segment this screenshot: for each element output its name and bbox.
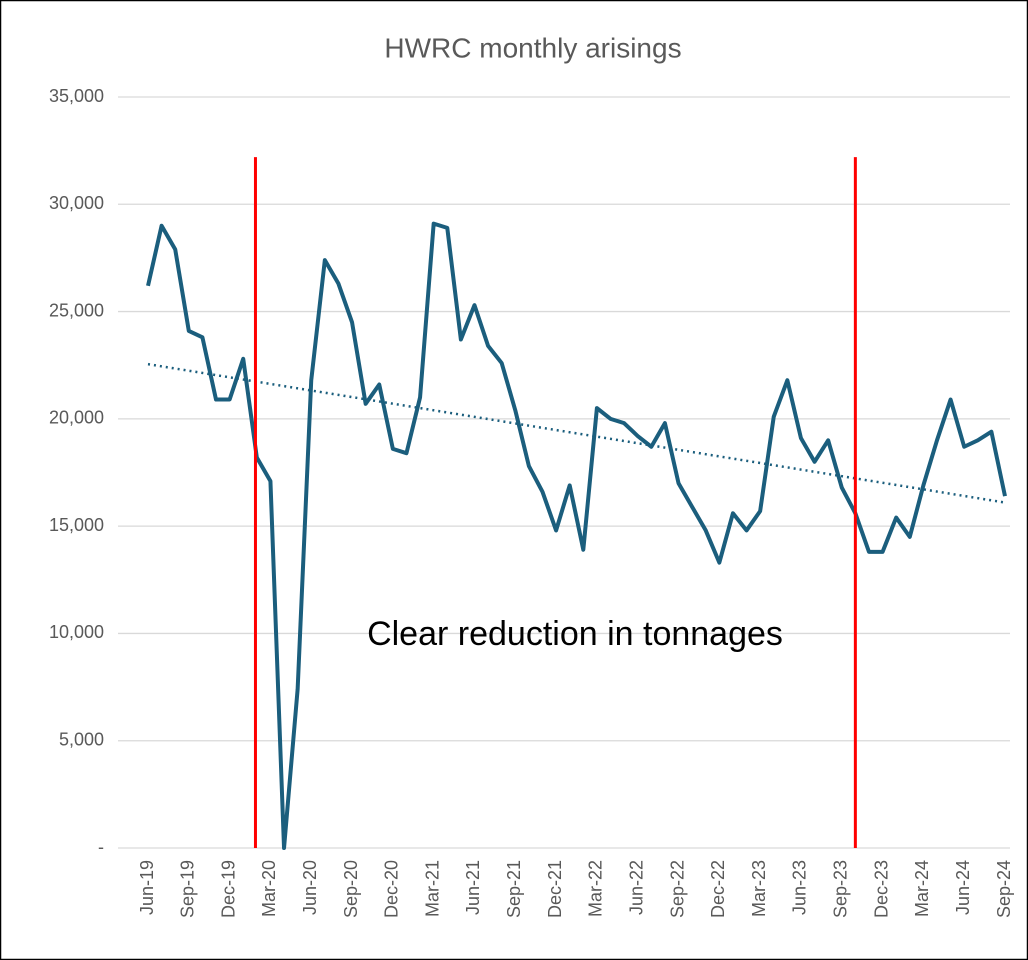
y-tick-label: 15,000 — [49, 515, 104, 535]
y-tick-label: 30,000 — [49, 193, 104, 213]
x-tick-label: Jun-19 — [137, 860, 157, 915]
y-tick-label: - — [98, 837, 104, 857]
x-tick-label: Sep-21 — [504, 860, 524, 918]
x-tick-label: Jun-21 — [463, 860, 483, 915]
y-tick-label: 10,000 — [49, 622, 104, 642]
x-tick-label: Jun-23 — [790, 860, 810, 915]
x-tick-label: Dec-20 — [382, 860, 402, 918]
x-tick-label: Dec-19 — [218, 860, 238, 918]
x-tick-label: Mar-24 — [912, 860, 932, 917]
x-tick-label: Sep-19 — [178, 860, 198, 918]
x-tick-label: Jun-22 — [626, 860, 646, 915]
x-tick-label: Mar-21 — [422, 860, 442, 917]
y-tick-label: 5,000 — [59, 729, 104, 749]
x-tick-label: Sep-23 — [831, 860, 851, 918]
x-tick-label: Mar-22 — [586, 860, 606, 917]
y-tick-label: 35,000 — [49, 86, 104, 106]
x-tick-label: Dec-22 — [708, 860, 728, 918]
data-line — [146, 221, 1007, 850]
x-tick-label: Dec-23 — [871, 860, 891, 918]
y-tick-label: 20,000 — [49, 408, 104, 428]
trendline — [147, 362, 1006, 504]
x-tick-label: Jun-20 — [300, 860, 320, 915]
x-tick-label: Mar-23 — [749, 860, 769, 917]
annotation: Clear reduction in tonnages — [367, 615, 783, 653]
x-tick-label: Sep-24 — [994, 860, 1014, 918]
y-tick-label: 25,000 — [49, 300, 104, 320]
x-tick-label: Jun-24 — [953, 860, 973, 915]
chart-title: HWRC monthly arisings — [384, 32, 681, 63]
x-tick-label: Sep-22 — [667, 860, 687, 918]
x-tick-label: Sep-20 — [341, 860, 361, 918]
x-tick-label: Mar-20 — [259, 860, 279, 917]
x-tick-label: Dec-21 — [545, 860, 565, 918]
